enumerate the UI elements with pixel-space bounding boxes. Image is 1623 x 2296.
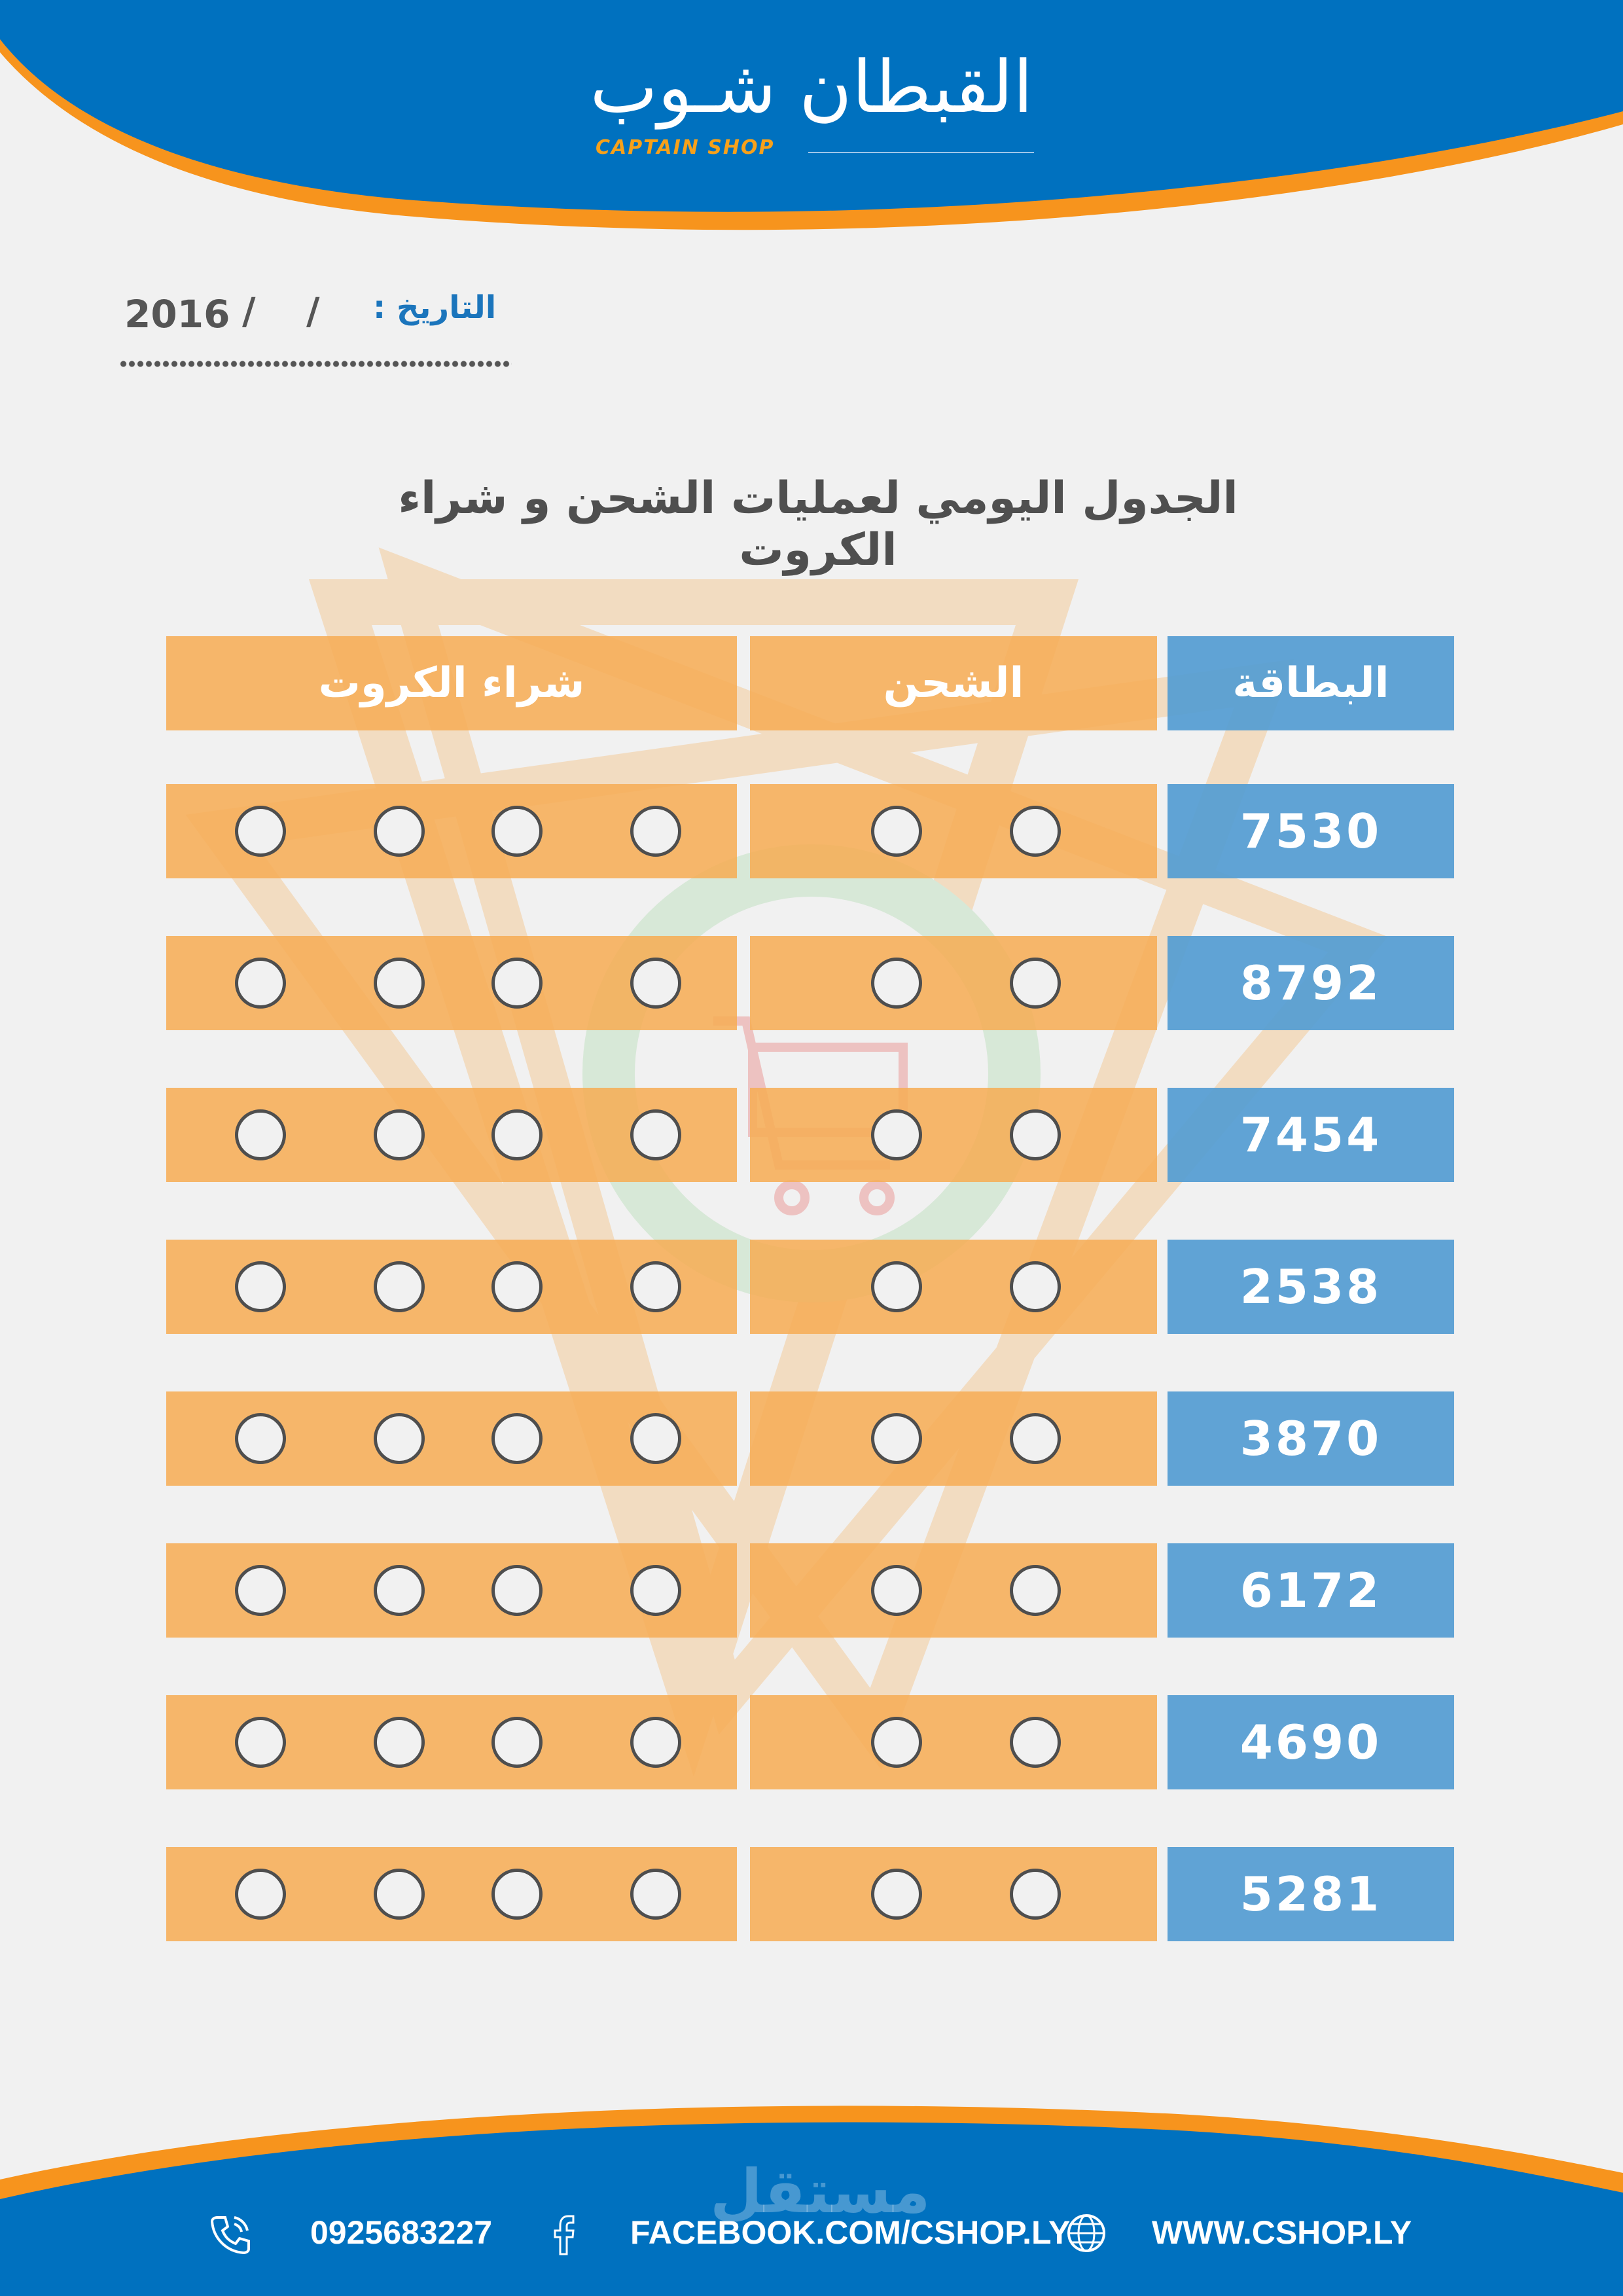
footer-facebook: FACEBOOK.COM/CSHOP.LY [630,2214,1071,2251]
column-header-buy: شراء الكروت [166,636,737,730]
charge-checkbox[interactable] [871,1413,922,1464]
buy-checkbox[interactable] [235,1261,286,1312]
charge-checkbox[interactable] [1010,1869,1061,1920]
charge-cell [750,936,1157,1030]
buy-checkbox[interactable] [491,1717,543,1768]
buy-checkbox[interactable] [491,1261,543,1312]
phone-icon [208,2212,253,2259]
buy-checkbox[interactable] [630,1869,681,1920]
buy-checkbox[interactable] [491,806,543,857]
date-dotted-line [119,360,512,368]
buy-checkbox[interactable] [235,1869,286,1920]
buy-checkbox[interactable] [235,1413,286,1464]
logo-english: CAPTAIN SHOP [596,136,775,159]
buy-checkbox[interactable] [235,958,286,1009]
buy-checkbox[interactable] [491,1109,543,1160]
buy-checkbox[interactable] [374,1413,425,1464]
charge-cell [750,1391,1157,1486]
buy-checkbox[interactable] [374,1869,425,1920]
charge-cell [750,1088,1157,1182]
date-label: التاريخ : [373,289,497,326]
charge-checkbox[interactable] [871,1261,922,1312]
buy-checkbox[interactable] [491,1413,543,1464]
footer-website: WWW.CSHOP.LY [1152,2214,1412,2251]
buy-checkbox[interactable] [630,1565,681,1616]
charge-checkbox[interactable] [871,1109,922,1160]
globe-icon [1065,2212,1107,2257]
column-header-card: البطاقة [1168,636,1454,730]
charge-checkbox[interactable] [871,1869,922,1920]
buy-checkbox[interactable] [235,806,286,857]
buy-checkbox[interactable] [374,958,425,1009]
charge-checkbox[interactable] [871,1717,922,1768]
charge-checkbox[interactable] [1010,1413,1061,1464]
buy-checkbox[interactable] [235,1717,286,1768]
charge-cell [750,784,1157,878]
logo-arabic: القبطان شـوب [590,45,1033,129]
charge-cell [750,1543,1157,1638]
buy-checkbox[interactable] [630,1717,681,1768]
footer-phone: 0925683227 [310,2214,493,2251]
card-number-cell: 8792 [1168,936,1454,1030]
charge-checkbox[interactable] [1010,1261,1061,1312]
buy-checkbox[interactable] [630,1261,681,1312]
charge-checkbox[interactable] [1010,1565,1061,1616]
buy-checkbox[interactable] [374,1717,425,1768]
card-number-cell: 2538 [1168,1240,1454,1334]
date-slash: / [306,291,320,333]
card-number-cell: 7530 [1168,784,1454,878]
date-slash: / [242,291,256,333]
buy-checkbox[interactable] [630,958,681,1009]
buy-checkbox[interactable] [630,1413,681,1464]
buy-checkbox[interactable] [374,1261,425,1312]
charge-checkbox[interactable] [1010,1717,1061,1768]
buy-checkbox[interactable] [491,1565,543,1616]
page-title: الجدول اليومي لعمليات الشحن و شراء الكرو… [398,473,1238,576]
charge-cell [750,1240,1157,1334]
header-band [0,0,1623,230]
facebook-icon [551,2212,577,2259]
buy-checkbox[interactable] [491,958,543,1009]
buy-checkbox[interactable] [630,1109,681,1160]
charge-checkbox[interactable] [871,958,922,1009]
charge-cell [750,1847,1157,1941]
charge-checkbox[interactable] [871,806,922,857]
column-header-charge: الشحن [750,636,1157,730]
date-year: 2016 [124,292,230,336]
charge-cell [750,1695,1157,1789]
buy-checkbox[interactable] [630,806,681,857]
footer-watermark: مستقل [710,2157,931,2227]
card-number-cell: 3870 [1168,1391,1454,1486]
charge-checkbox[interactable] [1010,1109,1061,1160]
charge-checkbox[interactable] [1010,806,1061,857]
buy-checkbox[interactable] [235,1565,286,1616]
card-number-cell: 7454 [1168,1088,1454,1182]
card-number-cell: 5281 [1168,1847,1454,1941]
card-number-cell: 6172 [1168,1543,1454,1638]
buy-checkbox[interactable] [374,1109,425,1160]
card-number-cell: 4690 [1168,1695,1454,1789]
buy-checkbox[interactable] [374,806,425,857]
charge-checkbox[interactable] [871,1565,922,1616]
logo-underline [808,152,1034,153]
buy-checkbox[interactable] [374,1565,425,1616]
charge-checkbox[interactable] [1010,958,1061,1009]
buy-checkbox[interactable] [491,1869,543,1920]
buy-checkbox[interactable] [235,1109,286,1160]
